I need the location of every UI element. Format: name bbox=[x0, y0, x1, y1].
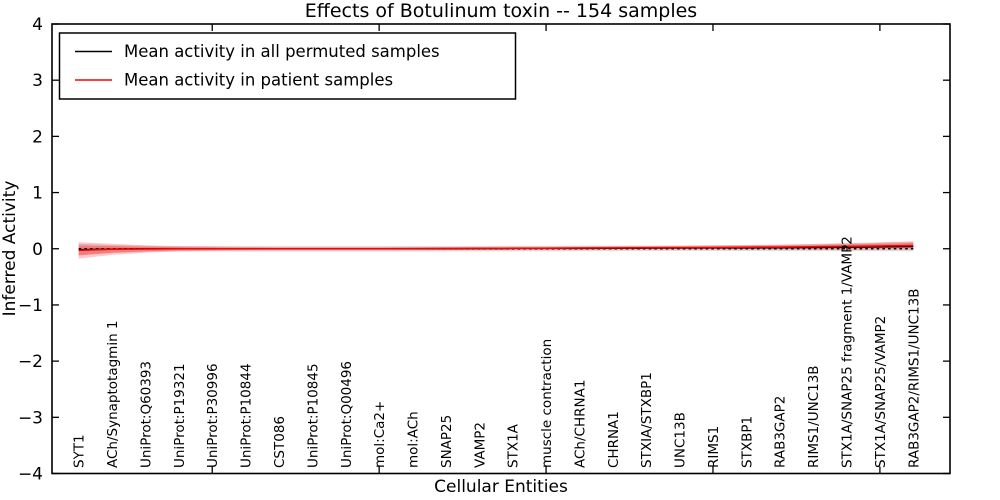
uncertainty-bands bbox=[78, 241, 914, 259]
x-axis-ticks-top bbox=[211, 24, 881, 31]
y-tick-label: 4 bbox=[32, 15, 43, 35]
y-tick-label: −4 bbox=[18, 465, 43, 485]
y-tick-label: 1 bbox=[32, 184, 43, 204]
x-category-label: UniProt:P10845 bbox=[305, 363, 321, 468]
x-category-label: RIMS1/UNC13B bbox=[806, 365, 822, 468]
x-category-label: ACh/CHRNA1 bbox=[572, 380, 588, 468]
x-category-label: SYT1 bbox=[72, 434, 88, 468]
y-tick-labels: 4 3 2 1 0 −1 −2 −3 −4 bbox=[18, 15, 43, 485]
y-tick-label: −1 bbox=[18, 296, 43, 316]
x-category-label: RAB3GAP2/RIMS1/UNC13B bbox=[906, 289, 922, 468]
x-category-label: RAB3GAP2 bbox=[773, 396, 789, 468]
x-category-label: STX1A bbox=[506, 423, 522, 468]
x-category-label: CST086 bbox=[272, 416, 288, 468]
legend-label-patient: Mean activity in patient samples bbox=[124, 71, 393, 90]
x-category-label: STX1A/SNAP25 fragment 1/VAMP2 bbox=[840, 236, 856, 468]
x-category-labels: SYT1 ACh/Synaptotagmin 1 UniProt:Q60393 Uni… bbox=[72, 236, 923, 468]
x-category-label: muscle contraction bbox=[539, 339, 555, 468]
x-axis-ticks-bottom bbox=[211, 466, 881, 474]
x-category-label: STXIA/STXBP1 bbox=[639, 372, 655, 468]
legend-box bbox=[58, 32, 517, 100]
y-tick-label: 3 bbox=[32, 71, 43, 91]
x-category-label: UniProt:Q60393 bbox=[138, 361, 154, 468]
legend-label-permuted: Mean activity in all permuted samples bbox=[124, 42, 440, 61]
y-axis-ticks-left bbox=[52, 23, 59, 475]
x-category-label: SNAP25 bbox=[439, 415, 455, 468]
y-tick-label: 2 bbox=[32, 127, 43, 147]
x-category-label: UniProt:P19321 bbox=[172, 363, 188, 468]
x-axis-label: Cellular Entities bbox=[434, 477, 568, 497]
x-category-label: UniProt:P10844 bbox=[239, 363, 255, 468]
y-tick-label: 0 bbox=[32, 240, 43, 260]
x-category-label: RIMS1 bbox=[706, 426, 722, 468]
x-category-label: mol:Ca2+ bbox=[372, 401, 388, 468]
x-category-label: CHRNA1 bbox=[606, 411, 622, 468]
x-category-label: STXBP1 bbox=[739, 416, 755, 468]
y-axis-ticks-right bbox=[943, 23, 950, 475]
y-axis-label: Inferred Activity bbox=[0, 181, 20, 317]
x-category-label: ACh/Synaptotagmin 1 bbox=[105, 320, 121, 468]
legend: Mean activity in all permuted samples Me… bbox=[58, 32, 517, 100]
x-category-label: mol:ACh bbox=[406, 411, 422, 468]
y-tick-label: −2 bbox=[18, 352, 43, 372]
x-category-label: UniProt:Q00496 bbox=[339, 361, 355, 468]
x-category-label: STX1A/SNAP25/VAMP2 bbox=[873, 316, 889, 468]
patient-band-outer bbox=[78, 241, 914, 259]
x-category-label: UNC13B bbox=[673, 412, 689, 468]
series-patient-line bbox=[78, 244, 914, 252]
y-tick-label: −3 bbox=[18, 408, 43, 428]
chart-title: Effects of Botulinum toxin -- 154 sample… bbox=[305, 0, 697, 22]
x-category-label: VAMP2 bbox=[472, 422, 488, 468]
x-category-label: UniProt:P30996 bbox=[205, 363, 221, 468]
